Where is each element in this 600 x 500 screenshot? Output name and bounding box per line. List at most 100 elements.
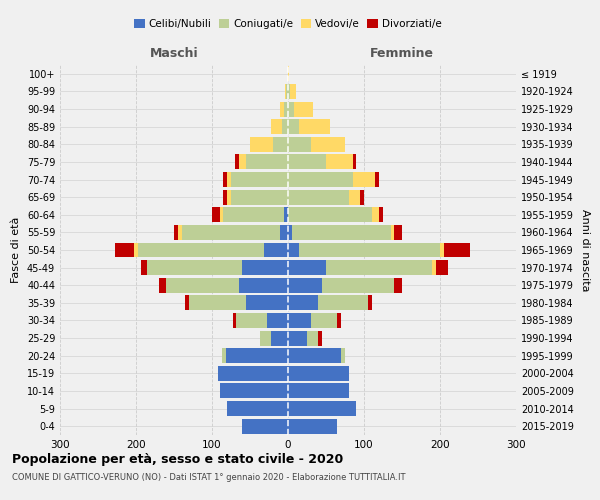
Bar [284, 102, 288, 116]
Y-axis label: Anni di nascita: Anni di nascita [580, 209, 590, 291]
Bar [319, 296, 368, 310]
Bar [236, 313, 267, 328]
Bar [288, 330, 307, 345]
Bar [223, 190, 227, 204]
Bar [242, 418, 288, 434]
Bar [285, 84, 286, 99]
Bar [288, 102, 294, 116]
Bar [391, 225, 394, 240]
Bar [148, 260, 242, 275]
Bar [288, 208, 371, 222]
Bar [233, 313, 236, 328]
Bar [288, 154, 326, 170]
Text: Maschi: Maschi [149, 46, 199, 60]
Bar [267, 313, 288, 328]
Bar [299, 119, 330, 134]
Bar [368, 296, 371, 310]
Bar [288, 296, 319, 310]
Bar [288, 418, 337, 434]
Bar [286, 84, 288, 99]
Bar [288, 260, 326, 275]
Bar [212, 208, 220, 222]
Bar [288, 366, 349, 381]
Bar [284, 208, 288, 222]
Bar [142, 260, 148, 275]
Bar [288, 190, 349, 204]
Bar [376, 172, 379, 187]
Bar [394, 278, 402, 292]
Bar [223, 208, 284, 222]
Text: COMUNE DI GATTICO-VERUNO (NO) - Dati ISTAT 1° gennaio 2020 - Elaborazione TUTTIT: COMUNE DI GATTICO-VERUNO (NO) - Dati IST… [12, 472, 406, 482]
Bar [239, 154, 246, 170]
Bar [292, 225, 391, 240]
Bar [294, 102, 313, 116]
Bar [246, 154, 288, 170]
Bar [178, 225, 182, 240]
Bar [349, 190, 360, 204]
Bar [394, 225, 402, 240]
Bar [288, 242, 299, 258]
Bar [271, 330, 288, 345]
Text: Femmine: Femmine [370, 46, 434, 60]
Bar [250, 137, 273, 152]
Bar [436, 260, 448, 275]
Text: Popolazione per età, sesso e stato civile - 2020: Popolazione per età, sesso e stato civil… [12, 452, 343, 466]
Bar [227, 172, 231, 187]
Bar [231, 172, 288, 187]
Bar [288, 313, 311, 328]
Bar [280, 225, 288, 240]
Bar [271, 119, 282, 134]
Bar [239, 278, 288, 292]
Bar [288, 401, 356, 416]
Bar [227, 190, 231, 204]
Bar [379, 208, 383, 222]
Bar [326, 154, 353, 170]
Bar [182, 225, 280, 240]
Bar [223, 172, 227, 187]
Bar [444, 242, 470, 258]
Bar [319, 330, 322, 345]
Bar [235, 154, 239, 170]
Bar [288, 137, 311, 152]
Bar [220, 384, 288, 398]
Bar [311, 137, 345, 152]
Bar [226, 348, 288, 363]
Bar [440, 242, 444, 258]
Bar [134, 242, 138, 258]
Bar [220, 208, 223, 222]
Bar [218, 366, 288, 381]
Bar [246, 296, 288, 310]
Bar [174, 225, 178, 240]
Bar [231, 190, 288, 204]
Bar [185, 296, 189, 310]
Bar [322, 278, 394, 292]
Bar [433, 260, 436, 275]
Bar [288, 384, 349, 398]
Bar [288, 348, 341, 363]
Bar [341, 348, 345, 363]
Bar [227, 401, 288, 416]
Bar [288, 84, 290, 99]
Bar [280, 102, 284, 116]
Y-axis label: Fasce di età: Fasce di età [11, 217, 21, 283]
Bar [326, 260, 433, 275]
Bar [353, 172, 376, 187]
Bar [360, 190, 364, 204]
Bar [242, 260, 288, 275]
Bar [115, 242, 134, 258]
Legend: Celibi/Nubili, Coniugati/e, Vedovi/e, Divorziati/e: Celibi/Nubili, Coniugati/e, Vedovi/e, Di… [130, 14, 446, 33]
Bar [288, 225, 292, 240]
Bar [260, 330, 271, 345]
Bar [263, 242, 288, 258]
Bar [288, 66, 289, 82]
Bar [166, 278, 239, 292]
Bar [353, 154, 356, 170]
Bar [337, 313, 341, 328]
Bar [288, 119, 299, 134]
Bar [273, 137, 288, 152]
Bar [288, 172, 353, 187]
Bar [159, 278, 166, 292]
Bar [138, 242, 263, 258]
Bar [371, 208, 379, 222]
Bar [222, 348, 226, 363]
